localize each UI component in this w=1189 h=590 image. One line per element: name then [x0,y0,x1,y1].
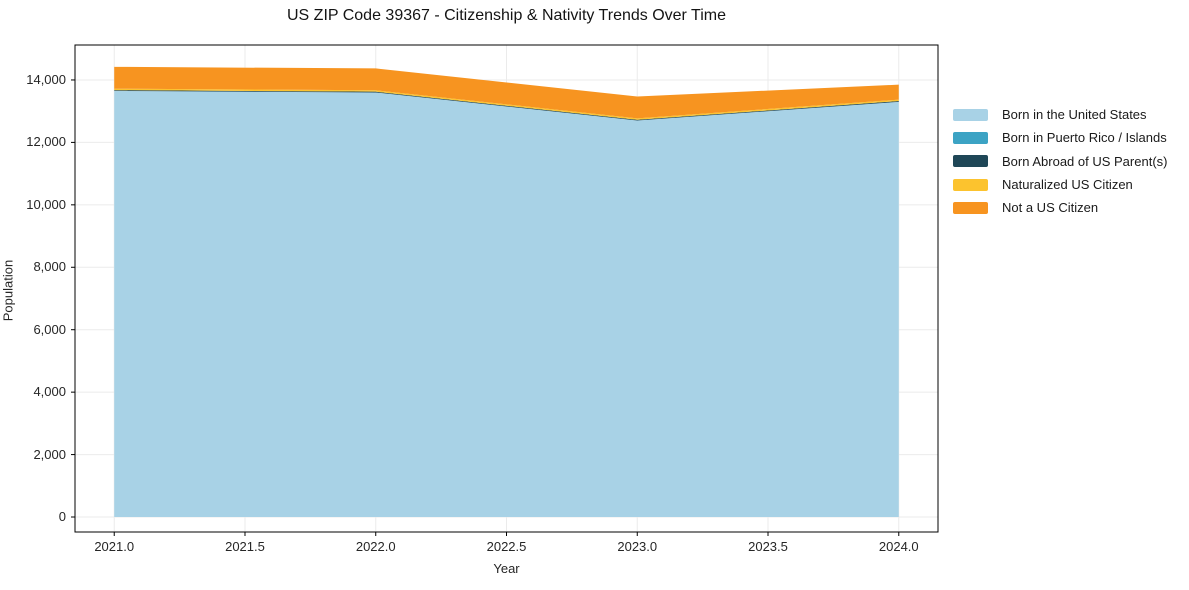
legend-label: Not a US Citizen [1002,200,1099,216]
legend-item: Born in the United States [953,103,1167,126]
x-axis-label: Year [493,561,520,576]
y-tick-label: 12,000 [26,134,66,150]
chart-title: US ZIP Code 39367 - Citizenship & Nativi… [287,7,726,24]
legend-item: Naturalized US Citizen [953,173,1167,196]
x-tick-label: 2021.5 [225,539,265,554]
legend: Born in the United States Born in Puerto … [953,103,1167,219]
legend-label: Born in the United States [1002,107,1147,123]
x-tick-label: 2021.0 [94,539,135,554]
legend-swatch [953,201,988,214]
y-tick-label: 6,000 [33,321,66,337]
legend-item: Born in Puerto Rico / Islands [953,126,1167,149]
legend-item: Not a US Citizen [953,196,1167,219]
y-tick-label: 4,000 [33,384,66,400]
legend-label: Naturalized US Citizen [1002,177,1133,193]
y-tick-label: 8,000 [33,259,66,275]
legend-label: Born Abroad of US Parent(s) [1002,153,1168,169]
x-tick-label: 2022.0 [355,539,396,554]
legend-swatch [953,155,988,168]
legend-label: Born in Puerto Rico / Islands [1002,130,1167,146]
x-tick-label: 2022.5 [486,539,527,554]
x-tick-label: 2023.5 [748,539,788,554]
x-tick-label: 2024.0 [878,539,919,554]
x-tick-label: 2023.0 [617,539,658,554]
legend-swatch [953,178,988,191]
legend-item: Born Abroad of US Parent(s) [953,150,1167,173]
legend-swatch [953,108,988,121]
legend-swatch [953,131,988,144]
y-tick-label: 0 [58,509,66,524]
y-tick-label: 2,000 [33,446,66,462]
y-tick-label: 10,000 [26,196,66,212]
area-band-4 [114,66,899,119]
area-band-0 [114,90,899,518]
y-tick-label: 14,000 [26,71,66,87]
